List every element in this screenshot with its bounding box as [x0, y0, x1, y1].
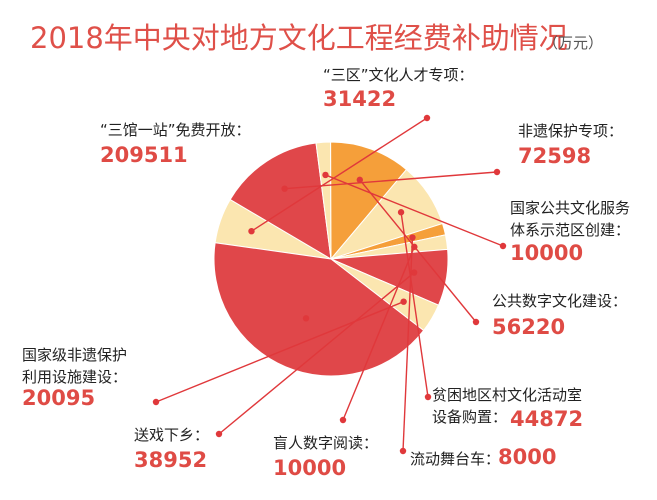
leader-dot [423, 114, 431, 122]
slice-value: 20095 [22, 386, 95, 410]
leader-line [155, 301, 404, 403]
slice-label: 送戏下乡： [134, 426, 209, 444]
leader-line [218, 272, 415, 435]
chart-title: 2018年中央对地方文化工程经费补助情况 [30, 21, 568, 55]
slice-label: 国家公共文化服务 [510, 199, 630, 217]
leader-dot [322, 171, 329, 179]
pie-slice [229, 142, 332, 260]
chart-unit: （万元） [543, 34, 603, 52]
leader-line [400, 212, 429, 398]
slice-label: “三馆一站”免费开放： [100, 121, 251, 139]
slice-label: 公共数字文化建设： [492, 292, 627, 310]
slice-value: 209511 [100, 143, 188, 167]
leader-dot [399, 447, 407, 455]
leader-dot [499, 242, 507, 250]
leader-dot [472, 318, 480, 326]
leader-dot [215, 430, 223, 438]
pie-slice [330, 141, 408, 261]
slice-value: 56220 [492, 315, 565, 339]
leader-line [325, 174, 504, 247]
leader-line [359, 179, 477, 323]
leader-dot [424, 393, 432, 401]
slice-label: 流动舞台车： [410, 450, 500, 468]
leader-line [284, 171, 498, 190]
slice-label: 利用设施建设： [22, 368, 127, 386]
slice-value: 44872 [510, 407, 583, 431]
slice-value: 10000 [510, 241, 583, 265]
slice-value: 38952 [134, 448, 207, 472]
pie-slices [213, 141, 449, 377]
slice-label: 盲人数字阅读： [273, 434, 378, 452]
slice-label: “三区”文化人才专项： [323, 66, 474, 84]
pie-slice [213, 242, 425, 377]
slice-label: 非遗保护专项： [518, 122, 623, 140]
leader-line [251, 117, 428, 232]
leader-line [342, 246, 416, 421]
leader-line [402, 237, 414, 452]
slice-value: 72598 [518, 144, 591, 168]
leader-dot [152, 398, 160, 406]
slice-label: 国家级非遗保护 [22, 346, 127, 364]
slice-labels: “三区”文化人才专项： 31422 非遗保护专项： 72598 国家公共文化服务体系示范… [22, 66, 630, 480]
slice-value: 31422 [323, 87, 396, 111]
leader-dot [339, 416, 347, 424]
leader-dot [493, 168, 501, 176]
leader-dot [302, 315, 310, 322]
slice-label: 体系示范区创建： [510, 221, 630, 239]
slice-label: 设备购置： [432, 408, 507, 426]
slice-value: 10000 [273, 456, 346, 480]
slice-value: 8000 [498, 445, 556, 469]
slice-label: 贫困地区村文化活动室 [432, 386, 582, 404]
